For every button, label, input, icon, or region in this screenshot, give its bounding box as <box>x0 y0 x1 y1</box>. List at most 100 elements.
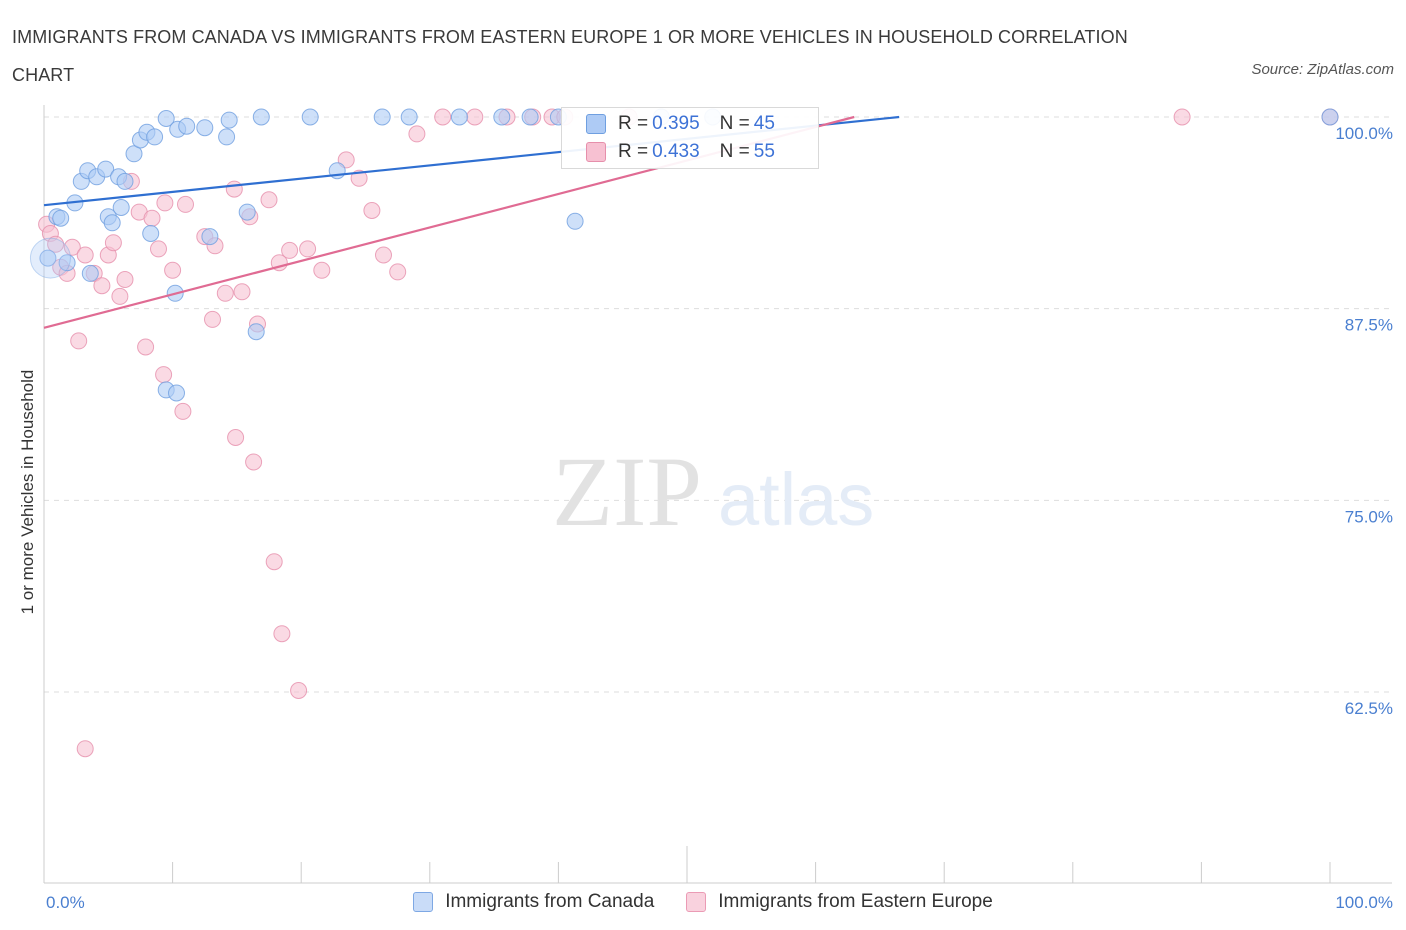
point-canada <box>196 119 214 137</box>
legend-swatch-pink <box>686 892 707 912</box>
point-canada <box>58 254 76 272</box>
watermark-atlas: atlas <box>718 458 874 541</box>
legend-n-label: N = <box>719 141 750 162</box>
point-canada <box>201 228 219 246</box>
series-eastern-europe <box>38 108 1339 758</box>
point-eastern-europe <box>281 241 299 259</box>
point-eastern-europe <box>389 263 407 281</box>
point-eastern-europe <box>299 240 317 258</box>
point-eastern-europe <box>265 553 283 571</box>
point-canada <box>157 110 175 127</box>
point-eastern-europe <box>76 246 94 264</box>
legend-item-canada[interactable]: Immigrants from Canada <box>413 891 654 913</box>
legend-r-value: 0.433 <box>652 141 700 162</box>
point-eastern-europe <box>1173 108 1191 126</box>
point-eastern-europe <box>273 625 291 643</box>
point-eastern-europe <box>260 191 278 209</box>
legend-swatch-pink <box>586 142 606 162</box>
legend-n-label: N = <box>719 113 750 134</box>
point-canada <box>81 264 99 282</box>
point-eastern-europe <box>150 240 167 258</box>
point-canada <box>566 212 584 230</box>
point-canada <box>521 108 539 126</box>
chart-title: IMMIGRANTS FROM CANADA VS IMMIGRANTS FRO… <box>12 27 1128 85</box>
point-canada <box>52 209 70 227</box>
point-eastern-europe <box>290 682 308 699</box>
y-tick-label: 100.0% <box>1335 124 1393 143</box>
point-canada <box>301 108 319 126</box>
legend-row-eastern-europe: R = 0.433 N = 55 <box>586 140 775 164</box>
watermark-zip: ZIP <box>552 436 702 547</box>
point-eastern-europe <box>164 261 182 279</box>
point-canada <box>252 108 270 126</box>
point-eastern-europe <box>363 202 381 219</box>
point-canada <box>168 384 185 402</box>
point-canada <box>218 128 236 146</box>
legend-r-value: 0.395 <box>652 113 700 134</box>
point-eastern-europe <box>466 108 484 126</box>
point-eastern-europe <box>408 125 426 143</box>
x-tick-label-min: 0.0% <box>46 893 85 912</box>
point-canada <box>146 128 164 146</box>
point-eastern-europe <box>177 195 194 213</box>
source-label: Source: ZipAtlas.com <box>1251 61 1394 78</box>
point-eastern-europe <box>47 235 65 253</box>
point-eastern-europe <box>350 169 368 187</box>
point-canada <box>400 108 418 126</box>
point-canada <box>116 172 134 190</box>
point-canada <box>125 145 143 163</box>
point-canada <box>142 225 160 242</box>
point-eastern-europe <box>104 234 122 252</box>
y-tick-label: 87.5% <box>1345 316 1393 335</box>
series-legend: Immigrants from Canada Immigrants from E… <box>0 888 1406 916</box>
point-eastern-europe <box>137 338 155 356</box>
point-canada-large <box>29 237 71 279</box>
legend-row-canada: R = 0.395 N = 45 <box>586 112 775 136</box>
point-canada <box>103 214 121 232</box>
x-tick-labels: 0.0% 100.0% <box>46 893 1393 912</box>
point-eastern-europe <box>313 261 331 279</box>
point-canada <box>247 323 265 341</box>
legend-r-label: R = <box>618 141 649 162</box>
point-eastern-europe <box>174 402 192 420</box>
x-tick-label-max: 100.0% <box>1335 893 1393 912</box>
point-canada <box>39 249 57 267</box>
series-canada <box>29 108 1339 402</box>
legend-label-canada: Immigrants from Canada <box>445 891 655 912</box>
point-canada <box>493 108 511 126</box>
point-eastern-europe <box>70 332 88 350</box>
point-eastern-europe <box>233 283 251 301</box>
point-eastern-europe <box>434 108 452 126</box>
legend-item-eastern-europe[interactable]: Immigrants from Eastern Europe <box>686 891 993 913</box>
point-canada <box>1321 108 1339 126</box>
point-eastern-europe <box>227 429 245 446</box>
point-canada <box>238 203 256 221</box>
point-eastern-europe <box>155 366 173 384</box>
legend-swatch-blue <box>413 892 434 912</box>
legend-label-eastern-europe: Immigrants from Eastern Europe <box>718 891 993 912</box>
point-eastern-europe <box>216 284 234 302</box>
point-eastern-europe <box>143 209 161 227</box>
point-canada <box>97 160 115 178</box>
gridlines <box>44 116 1392 693</box>
point-canada <box>373 108 391 126</box>
point-canada <box>112 199 130 216</box>
point-eastern-europe <box>225 180 243 198</box>
y-tick-labels: 100.0% 87.5% 75.0% 62.5% <box>1335 124 1393 718</box>
point-eastern-europe <box>156 194 174 212</box>
legend-r-label: R = <box>618 113 649 134</box>
point-eastern-europe <box>76 740 94 758</box>
point-eastern-europe <box>375 246 392 264</box>
point-eastern-europe <box>204 310 221 328</box>
point-eastern-europe <box>111 287 129 305</box>
stats-legend: R = 0.395 N = 45 R = 0.433 N = 55 <box>561 107 819 169</box>
point-canada <box>220 111 238 129</box>
legend-n-value: 55 <box>753 141 775 162</box>
point-canada <box>178 117 196 135</box>
point-eastern-europe <box>93 277 111 295</box>
watermark: ZIP atlas <box>552 436 874 547</box>
point-eastern-europe <box>63 238 81 256</box>
point-eastern-europe <box>116 271 134 288</box>
y-tick-label: 75.0% <box>1345 507 1393 526</box>
